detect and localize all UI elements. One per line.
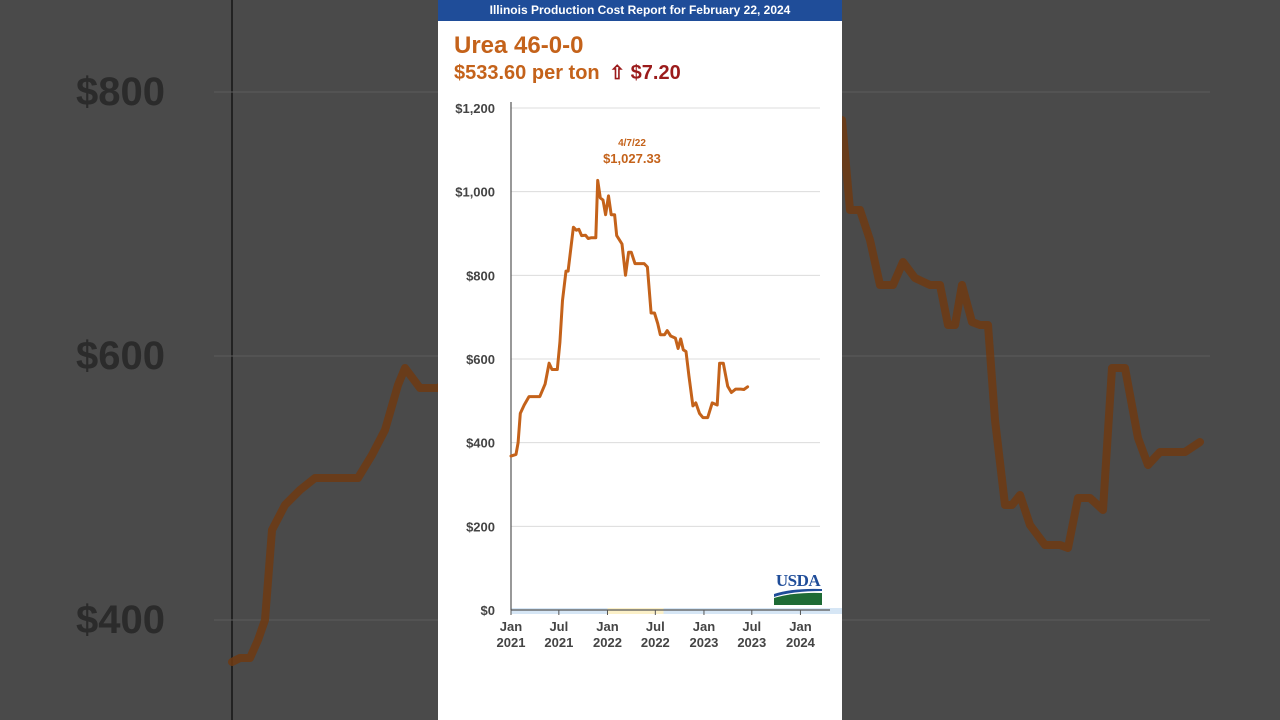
y-tick-label: $600 (466, 352, 495, 367)
x-tick-label-month: Jan (500, 619, 522, 634)
y-tick-label: $400 (466, 436, 495, 451)
product-title: Urea 46-0-0 (454, 32, 584, 59)
x-tick-label-month: Jul (742, 619, 761, 634)
usda-logo: USDA (774, 572, 822, 606)
x-tick-label-month: Jul (549, 619, 568, 634)
price-value: $533.60 per ton (454, 62, 600, 84)
price-change-value: $7.20 (630, 62, 681, 84)
background-ytick-label-600: $600 (76, 334, 165, 378)
x-tick-label-year: 2022 (593, 635, 622, 650)
background-ytick-label-800: $800 (76, 70, 165, 114)
usda-logo-graphic (774, 588, 822, 605)
usda-logo-field (774, 592, 822, 605)
report-panel: Illinois Production Cost Report for Febr… (438, 0, 842, 720)
y-tick-label: $1,000 (455, 185, 495, 200)
y-tick-label: $0 (481, 603, 495, 618)
x-tick-label-year: 2022 (641, 635, 670, 650)
peak-annotation-value: $1,027.33 (603, 151, 661, 166)
y-tick-label: $800 (466, 268, 495, 283)
urea-price-series-line (509, 178, 750, 458)
x-tick-label-year: 2021 (497, 635, 526, 650)
price-line: $533.60 per ton ⇧ $7.20 (454, 62, 681, 85)
x-tick-label-month: Jan (789, 619, 811, 634)
x-tick-label-month: Jul (646, 619, 665, 634)
x-tick-label-year: 2021 (544, 635, 573, 650)
usda-logo-swoosh (774, 588, 822, 597)
x-tick-label-year: 2023 (689, 635, 718, 650)
x-tick-label-year: 2023 (737, 635, 766, 650)
background-series-line (228, 116, 1204, 666)
up-arrow-icon: ⇧ (609, 63, 626, 84)
peak-annotation-date: 4/7/22 (618, 138, 646, 149)
report-banner: Illinois Production Cost Report for Febr… (438, 0, 842, 21)
x-tick-label-month: Jan (596, 619, 618, 634)
x-tick-label-year: 2024 (786, 635, 816, 650)
x-tick-label-month: Jan (693, 619, 715, 634)
y-tick-label: $200 (466, 519, 495, 534)
y-tick-label: $1,200 (455, 101, 495, 116)
usda-logo-text: USDA (775, 571, 821, 590)
x-axis-band (511, 608, 842, 614)
background-ytick-label-400: $400 (76, 598, 165, 642)
x-axis-band-highlight (607, 608, 664, 614)
urea-price-line-chart: $0$200$400$600$800$1,000$1,200Jan2021Jul… (455, 101, 842, 650)
